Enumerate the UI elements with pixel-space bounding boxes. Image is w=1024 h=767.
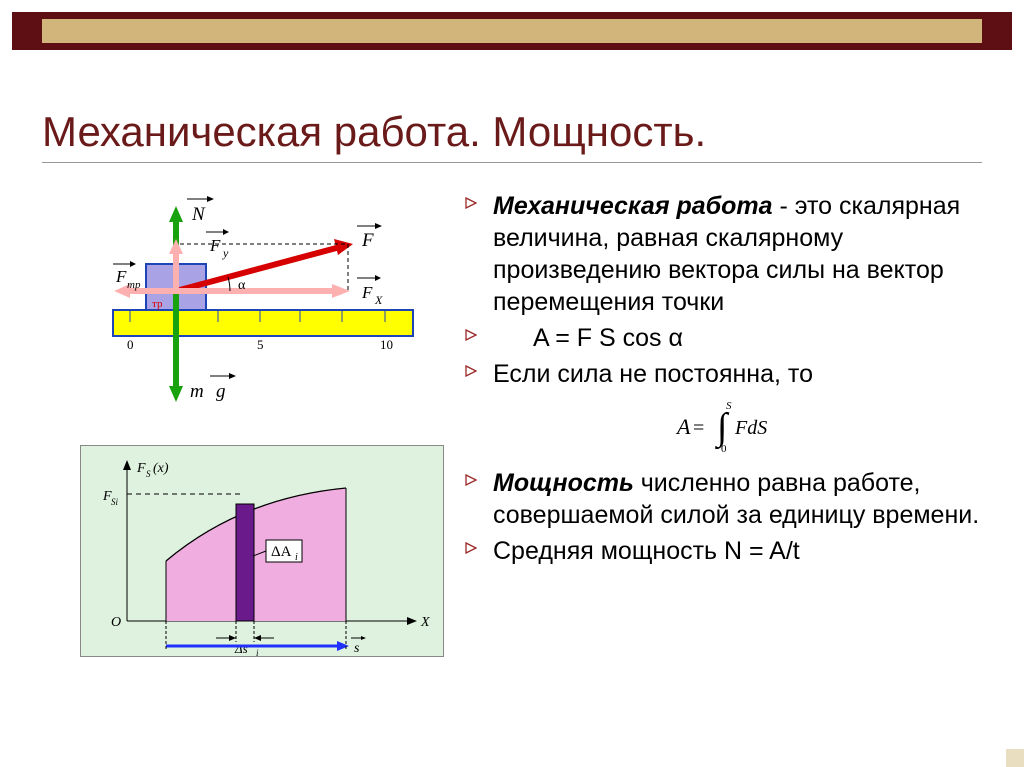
svg-text:тр: тр xyxy=(152,298,163,310)
svg-text:A: A xyxy=(675,414,691,439)
title-underline xyxy=(42,162,982,163)
svg-text:S: S xyxy=(146,469,151,479)
corner-ornament xyxy=(1006,749,1024,767)
bullet-triangle-icon xyxy=(465,358,493,382)
svg-text:10: 10 xyxy=(380,337,393,352)
svg-text:F: F xyxy=(361,230,374,251)
svg-text:F: F xyxy=(115,267,127,286)
svg-text:Δs: Δs xyxy=(234,641,248,656)
svg-text:FdS: FdS xyxy=(734,417,767,439)
svg-text:X: X xyxy=(374,293,383,307)
svg-text:O: O xyxy=(111,615,121,630)
svg-text:Si: Si xyxy=(111,497,119,507)
slide-header-bar xyxy=(12,12,1012,50)
svg-text:(x): (x) xyxy=(153,461,169,476)
svg-text:s: s xyxy=(354,641,360,656)
svg-text:тр: тр xyxy=(127,279,141,291)
svg-text:i: i xyxy=(256,648,259,656)
work-area-chart: ΔAi FS (x) FSi Δsi s O X xyxy=(80,445,444,657)
bullet-text: Механическая работа - это скалярная вели… xyxy=(493,190,995,318)
bullet-item: Мощность численно равна работе, совершае… xyxy=(465,467,995,531)
integral-formula: A = ∫ 0 S FdS xyxy=(465,396,995,461)
bullet-text: Если сила не постоянна, то xyxy=(493,358,813,390)
bullet-item: Если сила не постоянна, то xyxy=(465,358,995,390)
bullet-text: Мощность численно равна работе, совершае… xyxy=(493,467,995,531)
svg-text:g: g xyxy=(216,381,226,402)
svg-text:ΔA: ΔA xyxy=(271,544,292,560)
bullet-triangle-icon xyxy=(465,322,493,346)
svg-text:0: 0 xyxy=(127,337,134,352)
svg-text:у: у xyxy=(222,246,229,260)
bullet-item: Средняя мощность N = A/t xyxy=(465,535,995,567)
bullet-text: Средняя мощность N = A/t xyxy=(493,535,800,567)
svg-text:0: 0 xyxy=(721,443,727,455)
bullet-triangle-icon xyxy=(465,535,493,559)
bullet-item: Механическая работа - это скалярная вели… xyxy=(465,190,995,318)
svg-text:N: N xyxy=(191,204,206,225)
bullet-list: Механическая работа - это скалярная вели… xyxy=(465,190,995,571)
svg-text:S: S xyxy=(726,400,732,412)
svg-text:=: = xyxy=(693,417,704,439)
bullet-triangle-icon xyxy=(465,467,493,491)
slide-header-accent xyxy=(42,19,982,43)
svg-text:F: F xyxy=(361,283,373,302)
svg-text:F: F xyxy=(136,461,146,476)
svg-text:i: i xyxy=(295,552,298,563)
svg-text:α: α xyxy=(238,278,246,293)
svg-text:X: X xyxy=(420,615,430,630)
bullet-triangle-icon xyxy=(465,190,493,214)
force-diagram: 0 5 10 N m g F тр тр xyxy=(110,192,420,417)
svg-text:5: 5 xyxy=(257,337,264,352)
bullet-item: A = F S cos α xyxy=(465,322,995,354)
svg-text:m: m xyxy=(190,381,204,402)
bullet-text: A = F S cos α xyxy=(493,322,683,354)
svg-text:F: F xyxy=(209,236,221,255)
slide-title: Механическая работа. Мощность. xyxy=(42,108,706,156)
